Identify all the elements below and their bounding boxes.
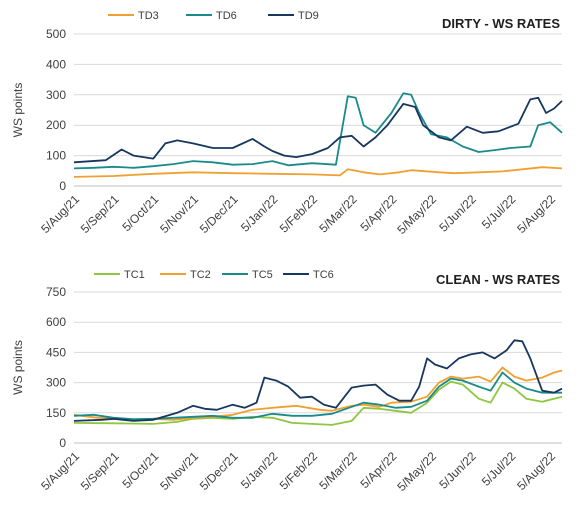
x-tick-label: 5/Jan/22 — [238, 192, 281, 235]
x-tick-label: 5/Apr/22 — [357, 192, 399, 234]
x-tick-label: 5/Aug/21 — [38, 192, 82, 236]
series-line-tc1 — [73, 380, 563, 426]
series-line-td6 — [73, 92, 563, 170]
y-tick-label: 0 — [59, 436, 66, 450]
series-line-tc2 — [73, 366, 563, 421]
y-tick-label: 300 — [46, 376, 66, 390]
x-tick-label: 5/Dec/21 — [197, 449, 241, 493]
y-axis-label: WS points — [11, 83, 25, 138]
x-tick-label: 5/Nov/21 — [157, 449, 201, 493]
legend-label: TC6 — [313, 269, 334, 281]
x-tick-label: 5/Sep/21 — [78, 449, 122, 493]
x-tick-label: 5/Feb/22 — [277, 192, 321, 236]
x-tick-label: 5/Aug/22 — [514, 192, 558, 236]
legend-label: TC1 — [124, 269, 145, 281]
series-line-tc5 — [73, 371, 562, 421]
y-tick-label: 500 — [46, 27, 66, 41]
x-tick-label: 5/Mar/22 — [316, 192, 360, 236]
y-tick-label: 450 — [46, 345, 66, 359]
series-line-td3 — [73, 166, 563, 178]
x-tick-label: 5/Nov/21 — [157, 192, 201, 236]
y-tick-label: 100 — [46, 149, 66, 163]
y-tick-label: 300 — [46, 88, 66, 102]
y-tick-label: 200 — [46, 118, 66, 132]
legend-label: TD3 — [138, 10, 159, 22]
x-tick-label: 5/Apr/22 — [357, 449, 399, 491]
clean-ws-rates-chart: 0 150 300 450 600 750 5/Aug/215/Sep/215/Oct/21… — [11, 269, 563, 494]
x-tick-label: 5/Aug/21 — [38, 449, 82, 493]
x-tick-label: 5/Jun/22 — [436, 192, 479, 235]
y-tick-label: 750 — [46, 285, 66, 299]
x-tick-label: 5/May/22 — [394, 192, 439, 237]
y-tick-label: 0 — [59, 179, 66, 193]
y-tick-label: 600 — [46, 315, 66, 329]
chart-title: DIRTY - WS RATES — [442, 16, 560, 31]
x-tick-label: 5/Dec/21 — [197, 192, 241, 236]
chart-title: CLEAN - WS RATES — [436, 272, 560, 287]
x-tick-label: 5/Aug/22 — [514, 449, 558, 493]
legend-label: TD9 — [298, 10, 319, 22]
x-tick-label: 5/Jul/22 — [479, 449, 519, 489]
x-tick-label: 5/Oct/21 — [119, 192, 161, 234]
series-line-td9 — [73, 96, 563, 164]
y-axis-label: WS points — [11, 340, 25, 395]
dirty-ws-rates-chart: 0 100 200 300 400 500 5/Aug/215/Sep/215/Oct/21… — [11, 10, 563, 237]
legend-label: TC5 — [252, 269, 273, 281]
x-tick-label: 5/May/22 — [394, 449, 439, 494]
x-tick-label: 5/Jan/22 — [238, 449, 281, 492]
legend-label: TC2 — [190, 269, 211, 281]
y-tick-label: 400 — [46, 57, 66, 71]
x-tick-label: 5/Sep/21 — [78, 192, 122, 236]
y-tick-label: 150 — [46, 406, 66, 420]
x-tick-label: 5/Jun/22 — [436, 449, 479, 492]
x-tick-label: 5/Feb/22 — [277, 449, 321, 493]
x-tick-label: 5/Mar/22 — [316, 449, 360, 493]
x-tick-label: 5/Oct/21 — [119, 449, 161, 491]
legend-label: TD6 — [216, 10, 237, 22]
series-line-tc6 — [73, 339, 563, 422]
x-tick-label: 5/Jul/22 — [479, 192, 519, 232]
